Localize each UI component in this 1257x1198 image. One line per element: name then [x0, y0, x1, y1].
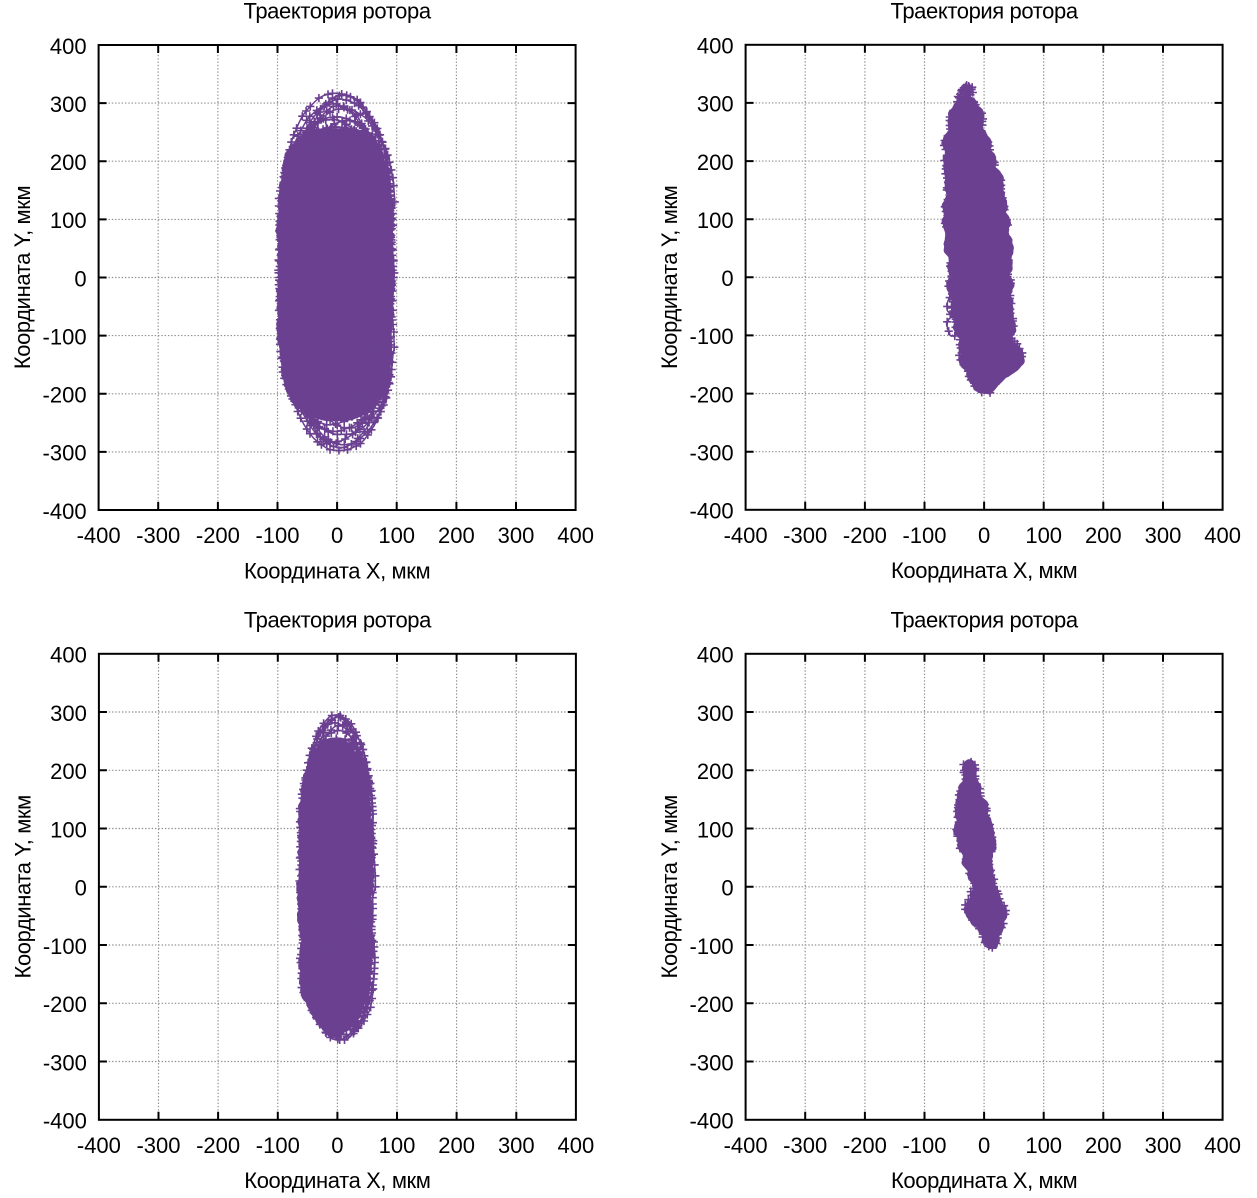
svg-text:Координата Y, мкм: Координата Y, мкм	[10, 186, 35, 369]
svg-text:-300: -300	[136, 1133, 180, 1158]
svg-text:Координата X, мкм: Координата X, мкм	[244, 1168, 430, 1193]
svg-text:-200: -200	[43, 992, 87, 1017]
svg-text:Координата Y, мкм: Координата Y, мкм	[657, 186, 682, 369]
svg-text:300: 300	[50, 92, 87, 117]
svg-text:400: 400	[50, 34, 87, 59]
svg-text:-200: -200	[843, 523, 887, 548]
svg-text:300: 300	[1145, 1133, 1182, 1158]
svg-text:400: 400	[1204, 523, 1241, 548]
svg-text:300: 300	[498, 1133, 535, 1158]
svg-text:-400: -400	[724, 523, 768, 548]
svg-text:-200: -200	[196, 1133, 240, 1158]
svg-text:100: 100	[379, 1133, 416, 1158]
svg-text:300: 300	[697, 701, 734, 726]
svg-text:-400: -400	[43, 499, 87, 524]
svg-text:0: 0	[978, 1133, 990, 1158]
svg-text:-100: -100	[256, 1133, 300, 1158]
svg-text:300: 300	[697, 92, 734, 117]
svg-text:0: 0	[721, 876, 733, 901]
svg-text:Траектория ротора: Траектория ротора	[244, 607, 432, 632]
svg-text:200: 200	[438, 523, 475, 548]
svg-text:-100: -100	[43, 934, 87, 959]
svg-text:300: 300	[1145, 523, 1182, 548]
svg-text:200: 200	[1085, 1133, 1122, 1158]
svg-text:-300: -300	[136, 523, 180, 548]
svg-text:-100: -100	[902, 523, 946, 548]
svg-text:-400: -400	[43, 1109, 87, 1134]
svg-text:-100: -100	[902, 1133, 946, 1158]
svg-text:-400: -400	[690, 1109, 734, 1134]
svg-text:100: 100	[697, 208, 734, 233]
svg-text:200: 200	[1085, 523, 1122, 548]
svg-text:200: 200	[697, 150, 734, 175]
svg-text:400: 400	[697, 34, 734, 59]
svg-text:-100: -100	[255, 523, 299, 548]
svg-text:Координата X, мкм: Координата X, мкм	[891, 1168, 1077, 1193]
svg-text:-300: -300	[783, 1133, 827, 1158]
svg-text:Координата Y, мкм: Координата Y, мкм	[10, 795, 35, 978]
svg-text:300: 300	[50, 701, 87, 726]
svg-text:0: 0	[331, 523, 343, 548]
svg-text:Траектория ротора: Траектория ротора	[891, 0, 1079, 23]
svg-text:0: 0	[721, 266, 733, 291]
svg-text:Координата Y, мкм: Координата Y, мкм	[657, 795, 682, 978]
svg-text:-200: -200	[196, 523, 240, 548]
svg-text:400: 400	[697, 643, 734, 668]
svg-text:-100: -100	[690, 324, 734, 349]
svg-text:-400: -400	[77, 523, 121, 548]
svg-text:-300: -300	[783, 523, 827, 548]
svg-text:-400: -400	[77, 1133, 121, 1158]
svg-text:200: 200	[438, 1133, 475, 1158]
svg-text:100: 100	[1025, 1133, 1062, 1158]
svg-text:0: 0	[978, 523, 990, 548]
svg-text:-300: -300	[690, 441, 734, 466]
svg-text:100: 100	[378, 523, 415, 548]
svg-text:100: 100	[50, 208, 87, 233]
svg-text:200: 200	[50, 759, 87, 784]
svg-text:-300: -300	[43, 441, 87, 466]
svg-text:Траектория ротора: Траектория ротора	[891, 607, 1079, 632]
svg-text:100: 100	[697, 817, 734, 842]
svg-text:-200: -200	[690, 992, 734, 1017]
svg-text:100: 100	[50, 817, 87, 842]
svg-text:400: 400	[558, 1133, 595, 1158]
svg-text:Координата X, мкм: Координата X, мкм	[244, 558, 430, 583]
svg-text:-200: -200	[690, 382, 734, 407]
svg-text:Траектория ротора: Траектория ротора	[244, 0, 432, 24]
svg-text:Координата X, мкм: Координата X, мкм	[891, 558, 1077, 583]
svg-text:-200: -200	[43, 383, 87, 408]
svg-text:-300: -300	[690, 1050, 734, 1075]
svg-text:200: 200	[50, 150, 87, 175]
svg-text:400: 400	[50, 643, 87, 668]
svg-text:-400: -400	[690, 499, 734, 524]
svg-text:300: 300	[498, 523, 535, 548]
svg-text:0: 0	[331, 1133, 343, 1158]
svg-text:-400: -400	[724, 1133, 768, 1158]
svg-text:200: 200	[697, 759, 734, 784]
svg-text:-200: -200	[843, 1133, 887, 1158]
svg-text:400: 400	[1204, 1133, 1241, 1158]
svg-text:0: 0	[74, 266, 86, 291]
svg-text:400: 400	[557, 523, 594, 548]
svg-text:0: 0	[75, 876, 87, 901]
svg-text:-300: -300	[43, 1050, 87, 1075]
svg-text:-100: -100	[43, 324, 87, 349]
svg-text:-100: -100	[690, 934, 734, 959]
svg-text:100: 100	[1025, 523, 1062, 548]
